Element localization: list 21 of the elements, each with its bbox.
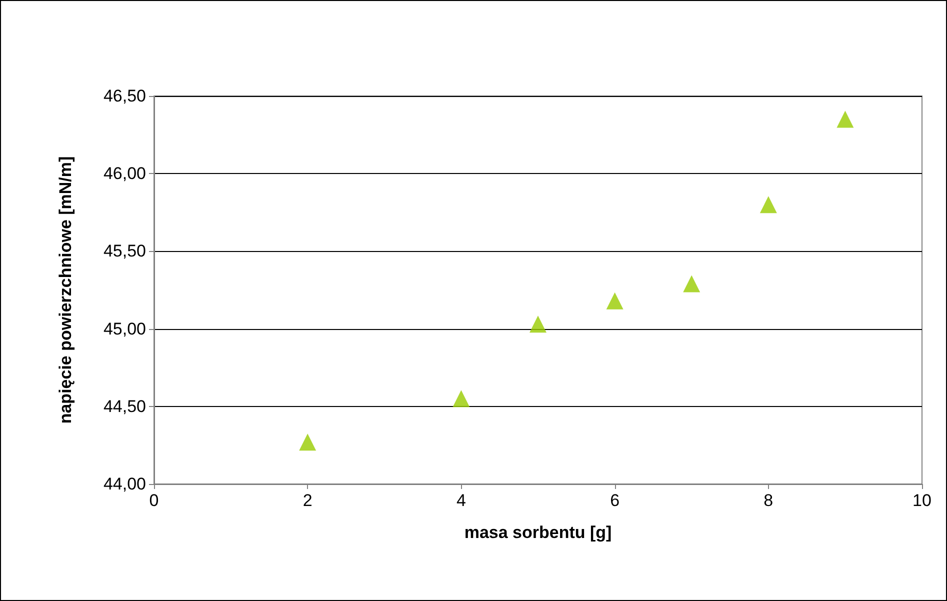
- y-tick-label: 44,00: [103, 474, 146, 494]
- y-tick-label: 45,00: [103, 319, 146, 338]
- x-axis-title: masa sorbentu [g]: [464, 523, 612, 542]
- point: [530, 316, 546, 333]
- y-axis-title: napięcie powierzchniowe [mN/m]: [56, 156, 75, 424]
- y-tick-label: 45,50: [103, 242, 146, 261]
- x-tick-label: 2: [302, 491, 312, 510]
- x-tick-label: 4: [456, 491, 466, 510]
- y-tick-label: 46,50: [103, 86, 146, 106]
- point: [299, 434, 316, 451]
- point: [606, 292, 624, 310]
- y-tick-label: 46,00: [103, 164, 146, 184]
- point: [452, 390, 470, 408]
- point: [760, 196, 777, 214]
- y-tick-label: 44,50: [103, 396, 146, 416]
- x-tick-label: 8: [764, 491, 774, 510]
- x-tick-label: 6: [610, 491, 620, 510]
- x-tick-label: 10: [912, 491, 932, 510]
- point: [683, 275, 700, 292]
- x-tick-label: 0: [149, 491, 159, 510]
- point: [836, 110, 854, 128]
